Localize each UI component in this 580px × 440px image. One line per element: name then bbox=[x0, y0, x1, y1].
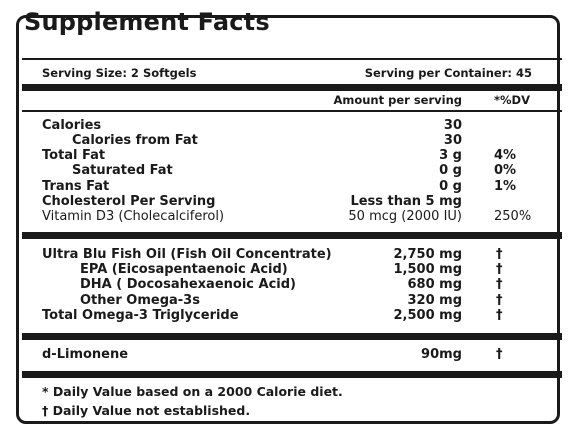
footnote-daily-value: * Daily Value based on a 2000 Calorie di… bbox=[42, 384, 343, 399]
divider-thick-1 bbox=[22, 84, 562, 91]
oil-name: Ultra Blu Fish Oil (Fish Oil Concentrate… bbox=[42, 247, 332, 262]
nutrient-dv: 1% bbox=[494, 179, 517, 194]
nutrient-amount: 30 bbox=[443, 118, 462, 133]
nutrient-amount: Less than 5 mg bbox=[350, 194, 462, 209]
oil-dv: † bbox=[496, 247, 503, 262]
serving-size: Serving Size: 2 Softgels bbox=[42, 66, 197, 80]
oil-name: Other Omega-3s bbox=[80, 293, 200, 308]
oil-amount: 1,500 mg bbox=[393, 262, 463, 277]
nutrient-name: Vitamin D3 (Cholecalciferol) bbox=[42, 209, 225, 224]
oil-amount: 320 mg bbox=[407, 293, 462, 308]
nutrient-amount: 3 g bbox=[439, 148, 462, 163]
oil-dv: † bbox=[496, 262, 503, 277]
oil-amount: 2,500 mg bbox=[393, 308, 463, 323]
panel-title: Supplement Facts bbox=[24, 8, 270, 36]
nutrient-dv: 4% bbox=[494, 148, 517, 163]
oil-dv: † bbox=[496, 293, 503, 308]
amount-header: Amount per serving bbox=[333, 93, 462, 107]
oil-name: EPA (Eicosapentaenoic Acid) bbox=[80, 262, 288, 277]
nutrient-name: Calories from Fat bbox=[72, 133, 198, 148]
oil-dv: † bbox=[496, 277, 503, 292]
servings-per-container: Serving per Container: 45 bbox=[364, 66, 532, 80]
oil-dv: † bbox=[496, 308, 503, 323]
nutrient-amount: 50 mcg (2000 IU) bbox=[348, 209, 462, 224]
dv-header: *%DV bbox=[494, 93, 530, 107]
nutrient-amount: 30 bbox=[443, 133, 462, 148]
oil-amount: 2,750 mg bbox=[393, 247, 463, 262]
divider-header bbox=[22, 110, 562, 112]
divider-thick-4 bbox=[22, 371, 562, 378]
oil-amount: 680 mg bbox=[407, 277, 462, 292]
nutrient-dv: 0% bbox=[494, 163, 517, 178]
footnote-not-established: † Daily Value not established. bbox=[42, 403, 251, 418]
divider-thick-2 bbox=[22, 232, 562, 239]
nutrient-name: Total Fat bbox=[42, 148, 106, 163]
nutrient-name: Cholesterol Per Serving bbox=[42, 194, 216, 209]
oil-name: DHA ( Docosahexaenoic Acid) bbox=[80, 277, 296, 292]
divider-top bbox=[22, 58, 562, 60]
divider-thick-3 bbox=[22, 333, 562, 340]
oil-name: Total Omega-3 Triglyceride bbox=[42, 308, 239, 323]
supplement-facts-panel bbox=[16, 15, 560, 424]
extra-amount: 90mg bbox=[421, 347, 462, 362]
nutrient-name: Saturated Fat bbox=[72, 163, 173, 178]
nutrient-dv: 250% bbox=[494, 209, 532, 224]
nutrient-amount: 0 g bbox=[439, 179, 462, 194]
extra-name: d-Limonene bbox=[42, 347, 129, 362]
nutrient-amount: 0 g bbox=[439, 163, 462, 178]
extra-dv: † bbox=[496, 347, 503, 362]
nutrient-name: Trans Fat bbox=[42, 179, 110, 194]
nutrient-name: Calories bbox=[42, 118, 102, 133]
